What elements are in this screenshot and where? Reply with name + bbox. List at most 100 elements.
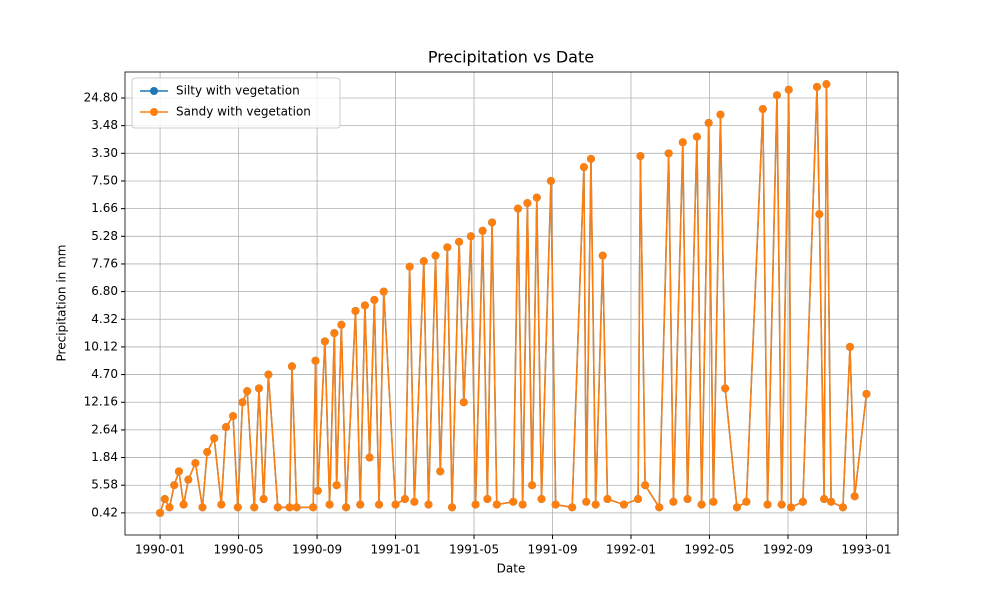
marker bbox=[198, 503, 207, 512]
marker bbox=[692, 132, 701, 141]
marker bbox=[845, 342, 854, 351]
marker bbox=[443, 243, 452, 252]
marker bbox=[655, 503, 664, 512]
marker bbox=[478, 226, 487, 235]
marker bbox=[292, 503, 301, 512]
marker bbox=[410, 497, 419, 506]
marker bbox=[466, 232, 475, 241]
marker bbox=[586, 154, 595, 163]
marker bbox=[568, 503, 577, 512]
y-tick-label: 0.42 bbox=[91, 505, 118, 519]
marker bbox=[777, 500, 786, 509]
line bbox=[159, 84, 868, 514]
marker bbox=[772, 91, 781, 100]
marker bbox=[243, 387, 252, 396]
x-tick-label: 1992-09 bbox=[763, 543, 813, 557]
marker bbox=[697, 500, 706, 509]
x-tick-label: 1990-01 bbox=[135, 543, 185, 557]
marker bbox=[822, 80, 831, 89]
marker bbox=[492, 500, 501, 509]
marker bbox=[664, 149, 673, 158]
marker bbox=[365, 453, 374, 462]
series bbox=[156, 80, 871, 517]
marker bbox=[603, 495, 612, 504]
axes-frame bbox=[124, 71, 899, 536]
x-tick-label: 1990-05 bbox=[213, 543, 263, 557]
x-tick-label: 1991-09 bbox=[527, 543, 577, 557]
marker bbox=[370, 295, 379, 304]
marker bbox=[285, 503, 294, 512]
marker bbox=[217, 500, 226, 509]
marker bbox=[579, 163, 588, 172]
marker bbox=[862, 389, 871, 398]
y-tick-label: 24.80 bbox=[84, 90, 118, 104]
marker bbox=[233, 503, 242, 512]
marker bbox=[448, 503, 457, 512]
marker bbox=[763, 500, 772, 509]
marker bbox=[709, 497, 718, 506]
legend: Silty with vegetation Sandy with vegetati… bbox=[131, 77, 341, 129]
marker bbox=[459, 398, 468, 407]
marker bbox=[641, 481, 650, 490]
marker bbox=[546, 176, 555, 185]
y-tick-label: 4.32 bbox=[91, 312, 118, 326]
chart-title: Precipitation vs Date bbox=[428, 48, 594, 67]
legend-marker bbox=[150, 87, 158, 95]
marker bbox=[400, 495, 409, 504]
marker bbox=[619, 500, 628, 509]
marker bbox=[325, 500, 334, 509]
marker bbox=[787, 503, 796, 512]
marker bbox=[259, 495, 268, 504]
marker bbox=[156, 508, 165, 517]
marker bbox=[518, 500, 527, 509]
marker bbox=[678, 138, 687, 147]
y-axis-label: Precipitation in mm bbox=[55, 245, 69, 362]
marker bbox=[436, 467, 445, 476]
marker bbox=[732, 503, 741, 512]
legend-label: Sandy with vegetation bbox=[176, 105, 311, 119]
marker bbox=[203, 448, 212, 457]
marker bbox=[431, 251, 440, 260]
marker bbox=[683, 495, 692, 504]
x-tick-label: 1991-01 bbox=[370, 543, 420, 557]
marker bbox=[320, 337, 329, 346]
marker bbox=[455, 237, 464, 246]
marker bbox=[591, 500, 600, 509]
marker bbox=[250, 503, 259, 512]
marker bbox=[222, 423, 231, 432]
marker bbox=[356, 500, 365, 509]
y-tick-label: 3.30 bbox=[91, 146, 118, 160]
x-tick-label: 1993-01 bbox=[841, 543, 891, 557]
marker bbox=[528, 481, 537, 490]
marker bbox=[815, 210, 824, 219]
marker bbox=[509, 497, 518, 506]
marker bbox=[238, 398, 247, 407]
marker bbox=[523, 199, 532, 208]
y-tick-label: 5.28 bbox=[91, 229, 118, 243]
y-tick-label: 7.76 bbox=[91, 256, 118, 270]
marker bbox=[636, 152, 645, 161]
marker bbox=[488, 218, 497, 227]
marker bbox=[838, 503, 847, 512]
marker bbox=[758, 105, 767, 114]
marker bbox=[669, 497, 678, 506]
marker bbox=[532, 193, 541, 202]
y-tick-label: 1.84 bbox=[91, 450, 118, 464]
marker bbox=[424, 500, 433, 509]
marker bbox=[170, 481, 179, 490]
x-tick-label: 1992-01 bbox=[606, 543, 656, 557]
y-tick-label: 6.80 bbox=[91, 284, 118, 298]
y-tick-label: 10.12 bbox=[84, 339, 118, 353]
marker bbox=[391, 500, 400, 509]
marker bbox=[721, 384, 730, 393]
y-tick-label: 5.58 bbox=[91, 478, 118, 492]
marker bbox=[798, 497, 807, 506]
marker bbox=[582, 497, 591, 506]
marker bbox=[165, 503, 174, 512]
marker bbox=[742, 497, 751, 506]
marker bbox=[332, 481, 341, 490]
y-tick-label: 12.16 bbox=[84, 395, 118, 409]
marker bbox=[513, 204, 522, 213]
marker bbox=[342, 503, 351, 512]
